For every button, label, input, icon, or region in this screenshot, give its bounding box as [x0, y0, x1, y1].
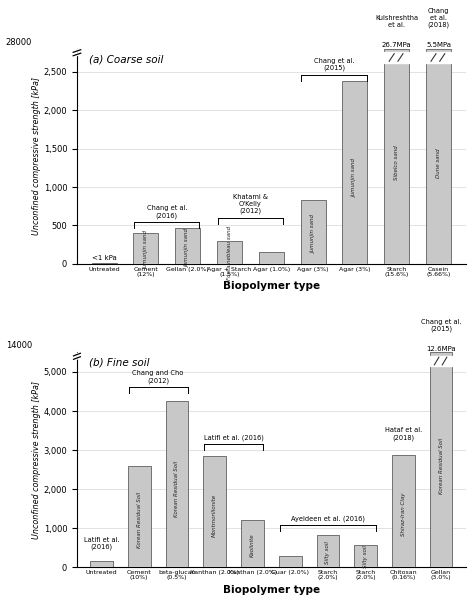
Text: Fontainebleau sand: Fontainebleau sand — [227, 226, 232, 280]
Text: (b) Fine soil: (b) Fine soil — [89, 358, 149, 368]
Bar — [301, 200, 326, 264]
Text: Ayeldeen et al. (2016): Ayeldeen et al. (2016) — [291, 516, 365, 522]
Bar — [392, 455, 415, 567]
Text: Dune sand: Dune sand — [436, 148, 441, 178]
Text: Jumunjin sand: Jumunjin sand — [310, 214, 316, 253]
Text: <1 kPa: <1 kPa — [92, 255, 117, 261]
Text: 26.7MPa: 26.7MPa — [382, 42, 411, 48]
Text: Korean Residual Soil: Korean Residual Soil — [174, 461, 180, 517]
Text: 5.5MPa: 5.5MPa — [426, 42, 451, 48]
Bar — [175, 229, 200, 264]
Text: Sibelco sand: Sibelco sand — [394, 145, 399, 180]
Bar — [426, 49, 451, 264]
Text: Khatami &
O'Kelly
(2012): Khatami & O'Kelly (2012) — [233, 194, 268, 214]
Text: Jumunjin sand: Jumunjin sand — [185, 228, 190, 267]
Bar — [279, 555, 301, 567]
X-axis label: Biopolymer type: Biopolymer type — [223, 585, 320, 595]
Text: 14000: 14000 — [6, 341, 32, 350]
Bar — [203, 456, 226, 567]
Bar — [355, 546, 377, 567]
Bar — [165, 401, 188, 567]
Text: 12.6MPa: 12.6MPa — [426, 346, 456, 352]
Text: Silty soil: Silty soil — [363, 546, 368, 569]
Y-axis label: Unconfined compressive strength [kPa]: Unconfined compressive strength [kPa] — [32, 381, 41, 539]
Text: Jumunjin sand: Jumunjin sand — [144, 230, 148, 269]
Text: Hataf et al.
(2018): Hataf et al. (2018) — [385, 427, 422, 441]
Bar — [241, 520, 264, 567]
Text: Kulshreshtha
et al.: Kulshreshtha et al. — [375, 16, 418, 28]
Text: Shiraz-Iran Clay: Shiraz-Iran Clay — [401, 493, 406, 537]
Text: Latifi et al.
(2016): Latifi et al. (2016) — [84, 537, 119, 550]
Text: Chang et al.
(2016): Chang et al. (2016) — [146, 205, 187, 219]
X-axis label: Biopolymer type: Biopolymer type — [223, 281, 320, 291]
Text: Jumunjin sand: Jumunjin sand — [352, 159, 357, 197]
Bar — [342, 81, 367, 264]
Bar — [317, 535, 339, 567]
Bar — [384, 49, 409, 264]
Text: Chang et al.
(2015): Chang et al. (2015) — [314, 58, 355, 71]
Y-axis label: Unconfined compressive strength [kPa]: Unconfined compressive strength [kPa] — [32, 77, 41, 235]
Text: Silty soil: Silty soil — [326, 541, 330, 564]
Bar — [90, 561, 113, 567]
Text: Kaolinite: Kaolinite — [250, 534, 255, 557]
Text: Korean Residual Soil: Korean Residual Soil — [137, 491, 142, 548]
Text: Korean Residual Soil: Korean Residual Soil — [438, 438, 444, 494]
Bar — [259, 252, 284, 264]
Bar — [128, 466, 151, 567]
Text: Latifi et al. (2016): Latifi et al. (2016) — [204, 434, 264, 441]
Text: Chang et al.
(2015): Chang et al. (2015) — [421, 318, 462, 332]
Text: Chang
et al.
(2018): Chang et al. (2018) — [428, 8, 449, 28]
Bar — [133, 233, 158, 264]
Text: Montmorillonite: Montmorillonite — [212, 493, 217, 537]
Text: 28000: 28000 — [6, 38, 32, 47]
Text: Chang and Cho
(2012): Chang and Cho (2012) — [132, 370, 184, 384]
Bar — [430, 352, 453, 567]
Bar — [217, 241, 242, 264]
Text: (a) Coarse soil: (a) Coarse soil — [89, 54, 163, 65]
